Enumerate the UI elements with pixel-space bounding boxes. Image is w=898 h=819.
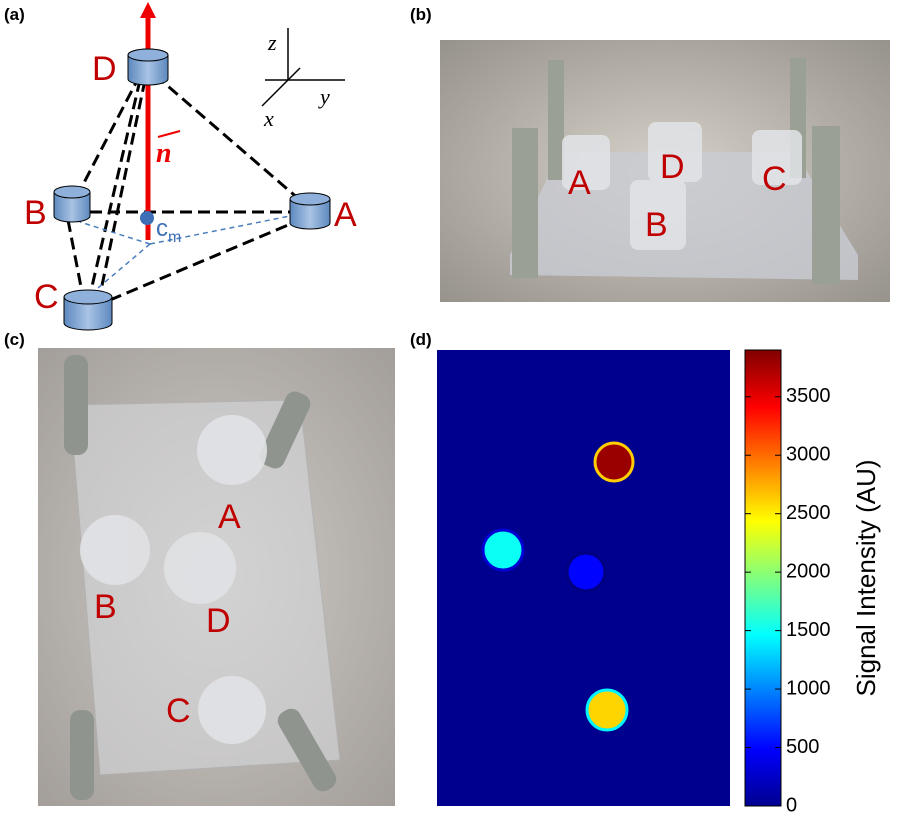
page: {"panel_a":{"label":"(a)","D":"D","B":"B…: [0, 0, 898, 819]
panel-c: (c) A B D C: [4, 330, 395, 806]
tick-label: 500: [786, 736, 819, 758]
label-d: D: [206, 602, 231, 640]
tick-label: 2500: [786, 502, 831, 524]
label-c: C: [762, 160, 787, 198]
arrow-head: [140, 2, 156, 18]
tick-label: 2000: [786, 560, 831, 582]
label-b: B: [645, 206, 668, 244]
tick-label: 1000: [786, 677, 831, 699]
colorbar: [745, 350, 781, 806]
x-label: x: [263, 106, 274, 131]
panel-label: (c): [4, 330, 25, 349]
label-d: D: [660, 148, 685, 186]
vector-arrow: [158, 131, 180, 137]
label-c: C: [34, 278, 59, 316]
projections: [80, 215, 295, 293]
colorbar-label: Signal Intensity (AU): [851, 460, 881, 697]
panel-b: (b) A D C B: [410, 5, 890, 302]
panel-label: (b): [410, 5, 432, 24]
tick-label: 0: [786, 794, 797, 816]
figure: (a) D B A C n cm z y x (b) A D C B (c) A…: [0, 0, 898, 819]
panel-label: (a): [4, 5, 25, 24]
panel-a: (a) D B A C n cm z y x: [4, 2, 357, 330]
label-b: B: [24, 194, 47, 232]
cylinders: [54, 49, 330, 330]
signal-spot: [587, 690, 627, 730]
signal-spot: [483, 530, 523, 570]
centroid-sub: m: [168, 229, 181, 246]
label-b: B: [94, 588, 117, 626]
label-a: A: [334, 196, 357, 234]
label-c: C: [166, 692, 191, 730]
normal-label: n: [156, 138, 172, 169]
signal-spot: [595, 443, 633, 481]
tick-label: 3500: [786, 385, 831, 407]
centroid-c: c: [156, 215, 168, 242]
panel-d: (d) Signal Intensity (AU) 0 500 1000 1500 20…: [410, 330, 881, 816]
label-a: A: [568, 164, 591, 202]
tick-label: 3000: [786, 444, 831, 466]
centroid: [140, 211, 154, 225]
signal-spot: [567, 553, 605, 591]
z-label: z: [267, 30, 277, 55]
panel-label: (d): [410, 330, 432, 349]
y-label: y: [318, 84, 330, 109]
label-d: D: [92, 50, 117, 88]
tick-label: 1500: [786, 619, 831, 641]
label-a: A: [218, 498, 241, 536]
centroid-label: cm: [156, 215, 181, 246]
